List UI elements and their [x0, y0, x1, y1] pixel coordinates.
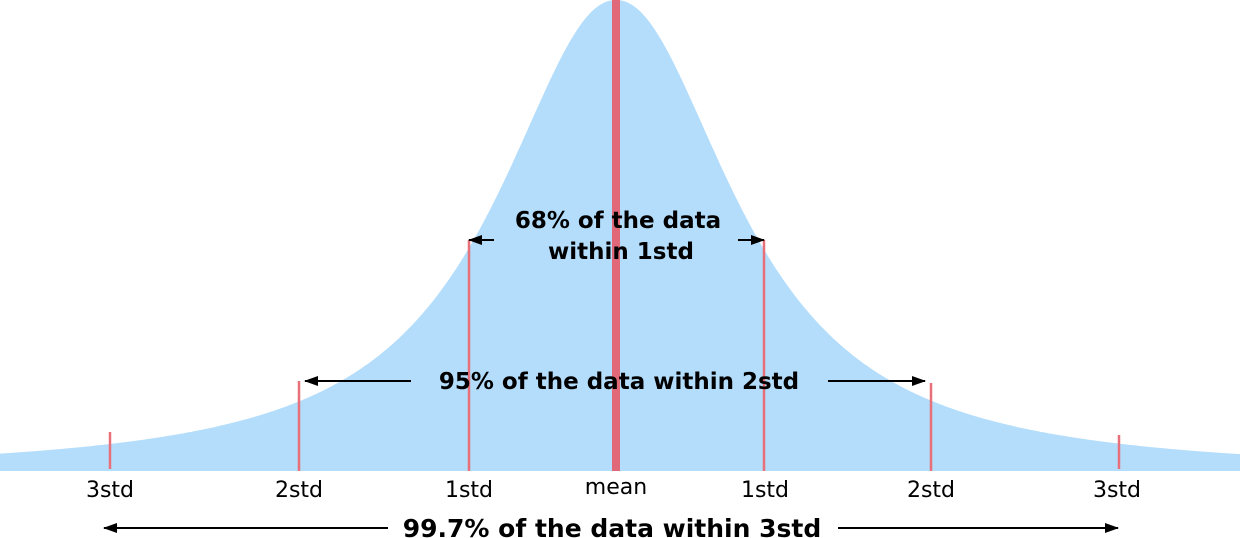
right-2std-label: 2std — [907, 478, 955, 503]
left-2std-label: 2std — [275, 478, 323, 503]
right-1std-label: 1std — [741, 478, 789, 503]
left-1std-label: 1std — [445, 478, 493, 503]
mean-label: mean — [585, 475, 647, 500]
right-3std-label: 3std — [1093, 478, 1141, 503]
three-std-annotation: 99.7% of the data within 3std — [403, 514, 822, 538]
one-std-annotation-line2: within 1std — [548, 239, 694, 265]
two-std-annotation: 95% of the data within 2std — [439, 369, 799, 395]
left-3std-label: 3std — [86, 478, 134, 503]
one-std-annotation-line1: 68% of the data — [515, 208, 721, 234]
